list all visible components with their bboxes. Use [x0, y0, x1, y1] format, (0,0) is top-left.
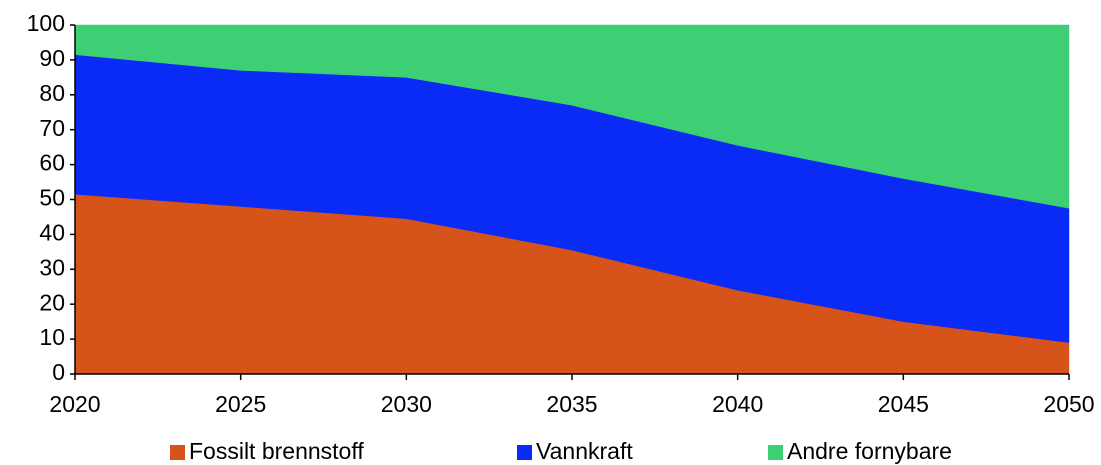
- legend-label: Fossilt brennstoff: [189, 438, 364, 464]
- x-tick-label: 2045: [878, 391, 929, 417]
- y-tick-label: 40: [39, 219, 65, 245]
- y-tick-label: 90: [39, 45, 65, 71]
- x-tick-label: 2050: [1043, 391, 1094, 417]
- area: [74, 24, 1070, 209]
- y-tick-label: 0: [52, 359, 65, 385]
- y-tick-label: 50: [39, 185, 65, 211]
- y-tick-label: 70: [39, 115, 65, 141]
- y-tick-label: 10: [39, 324, 65, 350]
- x-tick-label: 2020: [49, 391, 100, 417]
- legend-label: Andre fornybare: [787, 438, 952, 464]
- legend-swatch: [768, 445, 783, 460]
- y-tick-label: 80: [39, 80, 65, 106]
- y-tick-label: 20: [39, 289, 65, 315]
- legend-label: Vannkraft: [536, 438, 633, 464]
- y-tick-label: 60: [39, 150, 65, 176]
- x-tick-label: 2030: [381, 391, 432, 417]
- y-tick-label: 100: [27, 10, 65, 36]
- x-tick-label: 2040: [712, 391, 763, 417]
- x-tick-label: 2025: [215, 391, 266, 417]
- legend-swatch: [517, 445, 532, 460]
- y-tick-label: 30: [39, 254, 65, 280]
- x-tick-label: 2035: [546, 391, 597, 417]
- legend-swatch: [170, 445, 185, 460]
